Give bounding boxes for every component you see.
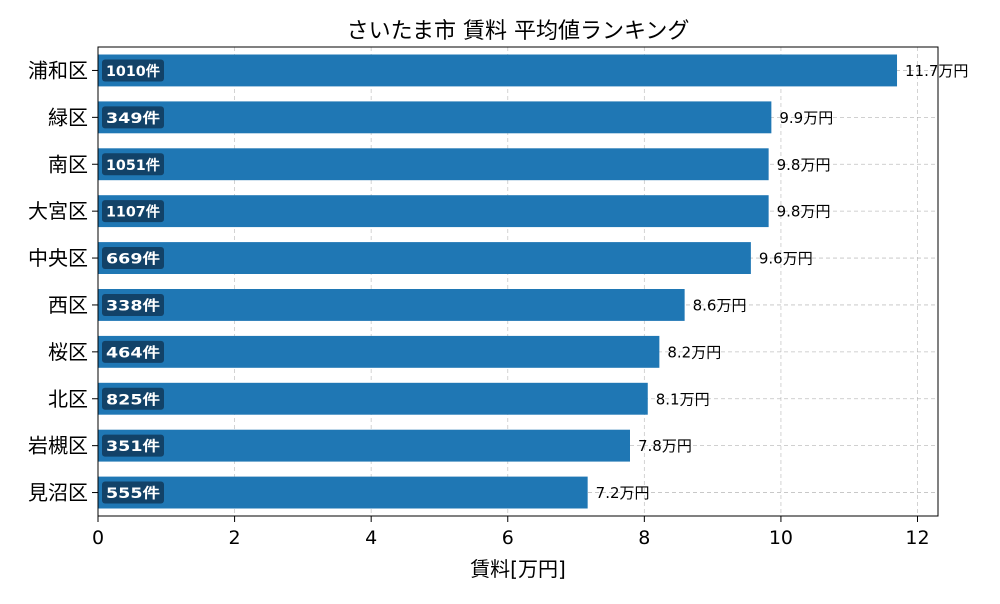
value-label: 9.6万円	[759, 250, 813, 268]
value-label: 9.8万円	[777, 156, 831, 174]
category-label: 岩槻区	[28, 434, 88, 458]
count-label: 1010件	[106, 63, 160, 80]
value-label: 9.8万円	[777, 203, 831, 221]
category-label: 緑区	[48, 105, 88, 129]
bar	[98, 195, 769, 228]
bar-layer	[98, 54, 898, 509]
count-badge	[102, 293, 164, 316]
bar	[98, 335, 660, 368]
bar	[98, 101, 772, 134]
count-badge	[102, 247, 164, 270]
count-badge	[102, 434, 164, 457]
category-label: 大宮区	[28, 199, 88, 223]
count-label: 825件	[106, 391, 160, 408]
x-tick-label: 4	[365, 527, 377, 549]
category-label: 中央区	[28, 246, 88, 270]
value-label: 8.1万円	[656, 390, 710, 408]
chart-title: さいたま市 賃料 平均値ランキング	[347, 19, 690, 44]
count-label: 464件	[106, 344, 160, 361]
bar	[98, 289, 685, 321]
bar	[98, 148, 769, 181]
label-layer: 1010件 11.7万円 349件 9.9万円 1051件 9.8万円 1107件 9.8万円…	[102, 59, 968, 504]
x-tick-label: 0	[92, 527, 104, 549]
x-tick-label: 10	[769, 527, 793, 549]
value-label: 8.6万円	[693, 296, 747, 314]
bar	[98, 429, 630, 462]
plot-frame	[97, 46, 939, 517]
value-label: 11.7万円	[905, 62, 968, 80]
count-badge	[102, 481, 164, 504]
count-label: 555件	[106, 485, 160, 502]
x-tick-label: 6	[502, 527, 514, 549]
count-label: 338件	[106, 297, 160, 314]
category-label: 浦和区	[28, 58, 88, 82]
category-label: 桜区	[48, 340, 88, 364]
count-label: 1107件	[106, 204, 160, 221]
category-label: 見沼区	[28, 481, 88, 505]
x-axis-label: 賃料[万円]	[470, 557, 566, 581]
value-label: 7.8万円	[638, 437, 692, 455]
category-label: 北区	[48, 387, 88, 411]
bar	[98, 242, 751, 274]
value-label: 7.2万円	[596, 484, 650, 502]
x-tick-label: 8	[638, 527, 650, 549]
count-label: 349件	[106, 110, 160, 127]
x-tick-label: 12	[905, 527, 929, 549]
value-label: 8.2万円	[667, 343, 721, 361]
x-tick-label: 2	[229, 527, 241, 549]
count-label: 1051件	[106, 157, 160, 174]
count-badge	[102, 387, 164, 410]
value-label: 9.9万円	[779, 109, 833, 127]
count-badge	[102, 200, 164, 223]
count-badge	[102, 340, 164, 363]
bar	[98, 54, 898, 87]
count-badge	[102, 106, 164, 129]
category-label: 南区	[48, 152, 88, 176]
bar	[98, 476, 588, 509]
count-label: 351件	[106, 438, 160, 455]
bar	[98, 382, 648, 415]
count-label: 669件	[106, 251, 160, 268]
count-badge	[102, 153, 164, 176]
count-badge	[102, 59, 164, 82]
category-label: 西区	[48, 293, 88, 317]
